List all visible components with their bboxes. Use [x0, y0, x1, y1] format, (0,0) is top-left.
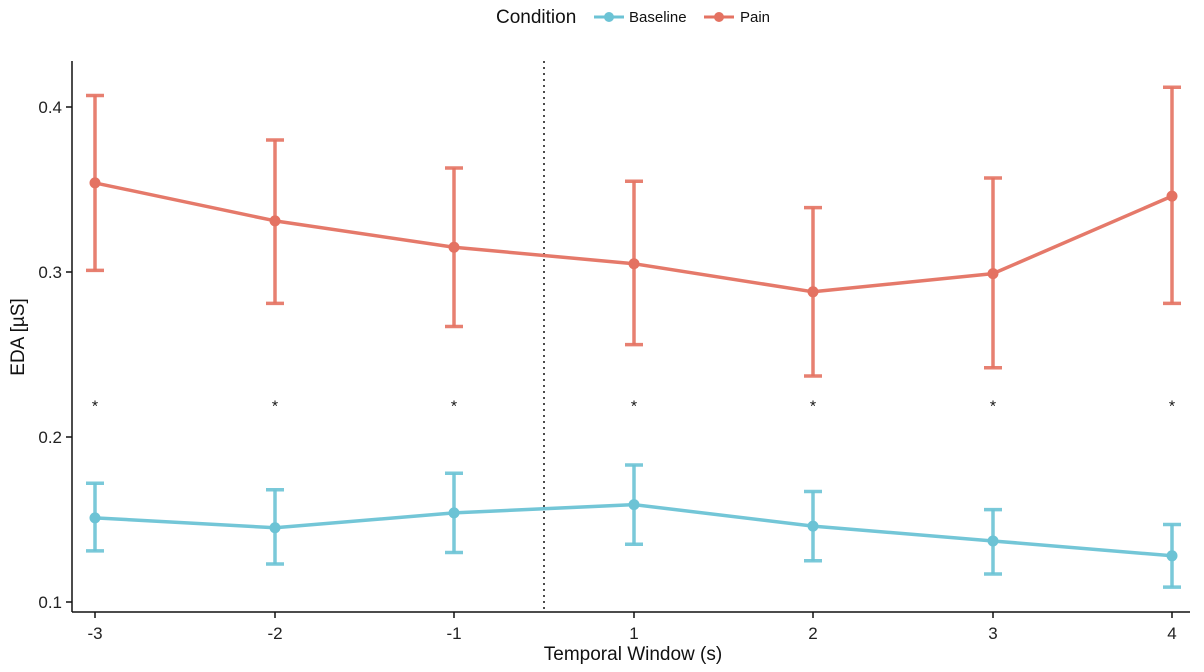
legend-swatch-baseline-dot [604, 12, 614, 22]
data-point-baseline [987, 535, 999, 547]
y-axis-title: EDA [µS] [8, 298, 29, 375]
legend-swatch-pain-dot [714, 12, 724, 22]
legend-label-baseline: Baseline [629, 9, 687, 26]
significance-marker: * [1169, 398, 1175, 415]
x-tick-label: 4 [1167, 624, 1176, 643]
significance-marker: * [92, 398, 98, 415]
x-ticks: -3 -2 -1 1 2 3 4 [87, 612, 1177, 643]
series-layer [86, 85, 1181, 589]
data-point-baseline [448, 507, 460, 519]
data-point-baseline [807, 520, 819, 532]
data-point-pain [807, 286, 819, 298]
series-baseline [86, 463, 1181, 589]
legend-item-pain: Pain [704, 9, 770, 26]
x-tick-label: 1 [629, 624, 638, 643]
significance-marker: * [990, 398, 996, 415]
y-ticks: 0.1 0.2 0.3 0.4 [38, 98, 72, 612]
y-tick-label: 0.2 [38, 428, 62, 447]
significance-marker: * [451, 398, 457, 415]
x-axis-title: Temporal Window (s) [544, 644, 722, 665]
significance-marker: * [272, 398, 278, 415]
significance-marker: * [631, 398, 637, 415]
data-point-baseline [1166, 550, 1178, 562]
data-point-pain [987, 268, 999, 280]
data-point-baseline [89, 512, 101, 524]
x-tick-label: -2 [267, 624, 282, 643]
x-tick-label: -1 [446, 624, 461, 643]
y-tick-label: 0.3 [38, 263, 62, 282]
data-point-baseline [628, 499, 640, 511]
y-tick-label: 0.1 [38, 593, 62, 612]
data-point-pain [89, 177, 101, 189]
data-point-pain [628, 258, 640, 270]
axes: 0.1 0.2 0.3 0.4 -3 -2 -1 1 2 3 4 Temporal Window … [8, 61, 1190, 665]
x-tick-label: 3 [988, 624, 997, 643]
data-point-pain [1166, 190, 1178, 202]
series-pain [86, 85, 1181, 378]
legend-item-baseline: Baseline [594, 9, 687, 26]
x-tick-label: 2 [808, 624, 817, 643]
data-point-baseline [269, 522, 281, 534]
x-tick-label: -3 [87, 624, 102, 643]
significance-markers: * * * * * * * [92, 398, 1175, 415]
legend: Condition Baseline Pain [496, 7, 770, 28]
data-point-pain [269, 215, 281, 227]
y-tick-label: 0.4 [38, 98, 62, 117]
data-point-pain [448, 241, 460, 253]
legend-title: Condition [496, 7, 576, 28]
legend-label-pain: Pain [740, 9, 770, 26]
significance-marker: * [810, 398, 816, 415]
